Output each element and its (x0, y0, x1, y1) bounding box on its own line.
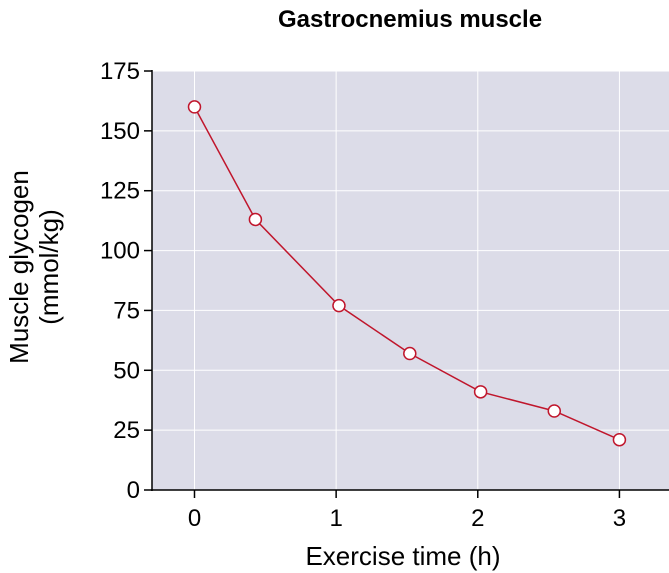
x-tick-label: 3 (613, 505, 626, 532)
y-tick-label: 50 (113, 357, 140, 384)
y-tick-label: 150 (100, 118, 140, 145)
x-tick-label: 1 (329, 505, 342, 532)
y-tick-label: 25 (113, 417, 140, 444)
y-axis-label-line2: (mmol/kg) (34, 209, 64, 325)
data-point (187, 100, 202, 114)
x-tick-label: 0 (188, 505, 201, 532)
series-layer (187, 100, 627, 447)
gridlines (152, 70, 669, 490)
data-point (473, 385, 488, 399)
data-point (403, 346, 417, 361)
x-tick-label: 2 (471, 505, 484, 532)
y-tick-label: 175 (100, 58, 140, 85)
y-tick-label: 0 (127, 477, 140, 504)
data-point (248, 212, 263, 227)
y-tick-labels: 0 25 50 75 100 125 150 175 (100, 58, 140, 504)
x-axis-label: Exercise time (h) (305, 541, 500, 571)
chart-title: Gastrocnemius muscle (278, 6, 542, 33)
data-point (547, 404, 562, 418)
axes (144, 70, 669, 498)
y-tick-label: 75 (113, 297, 140, 324)
y-axis-label-line1: Muscle glycogen (4, 170, 34, 364)
y-tick-label: 100 (100, 238, 140, 265)
y-tick-label: 125 (100, 178, 140, 205)
data-point (332, 298, 346, 313)
x-tick-labels: 0 1 2 3 (188, 505, 626, 532)
data-point (612, 432, 627, 447)
plot-area (152, 71, 669, 490)
